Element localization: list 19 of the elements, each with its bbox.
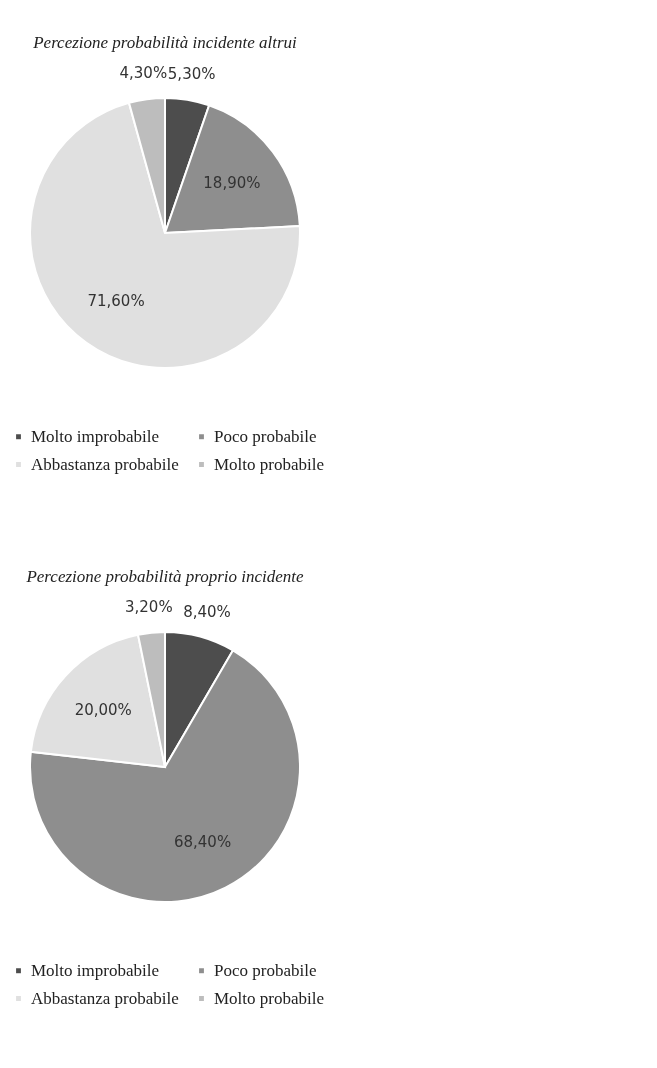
legend-label: Poco probabile: [214, 426, 317, 446]
data-label: 71,60%: [87, 291, 145, 310]
legend-label: Poco probabile: [214, 960, 317, 980]
legend-label: Abbastanza probabile: [31, 988, 179, 1008]
legend-label: Molto probabile: [214, 988, 325, 1008]
chart-title: Percezione probabilità incidente altrui: [32, 33, 298, 53]
legend-label: Molto improbabile: [31, 426, 159, 446]
pie-slice: [29, 101, 301, 369]
chart-title: Percezione probabilità proprio incidente: [25, 566, 305, 586]
data-label: 5,30%: [167, 65, 216, 84]
data-label: 20,00%: [74, 701, 132, 720]
data-label: 8,40%: [183, 602, 231, 621]
data-label: 18,90%: [203, 173, 261, 192]
data-label: 4,30%: [119, 64, 168, 83]
data-label: 3,20%: [125, 597, 173, 616]
legend-label: Molto improbabile: [31, 960, 159, 980]
legend-label: Abbastanza probabile: [31, 454, 179, 474]
legend-label: Molto probabile: [214, 454, 325, 474]
data-label: 68,40%: [173, 832, 232, 851]
